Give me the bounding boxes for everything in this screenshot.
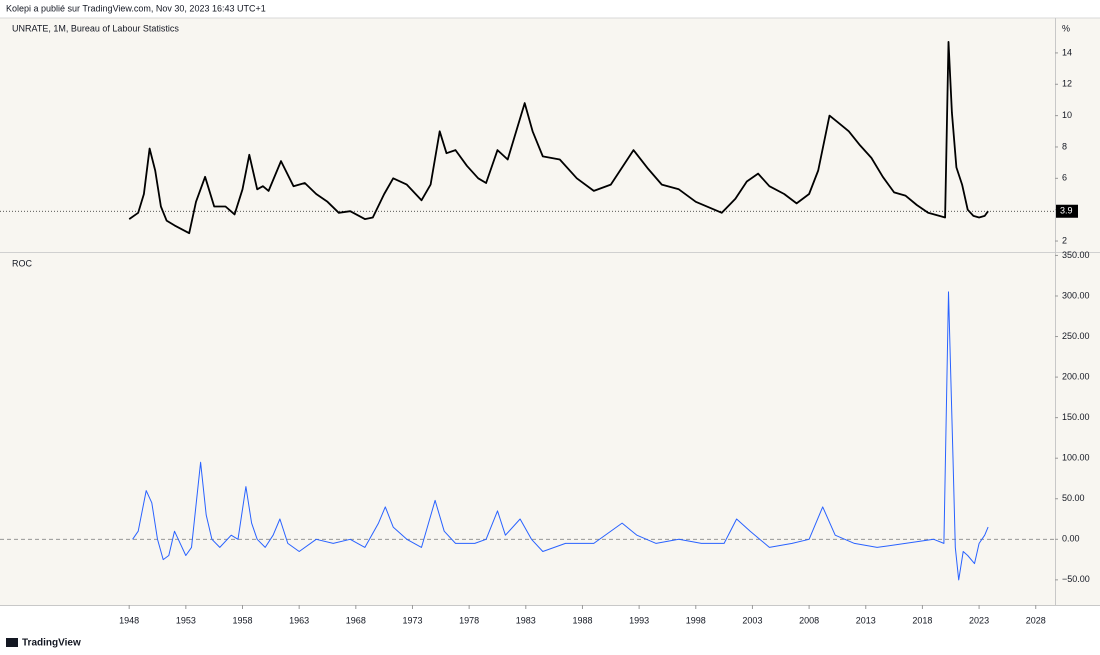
unit: %	[1062, 23, 1070, 33]
price-scale	[1055, 18, 1100, 605]
last-value-box	[1056, 204, 1078, 218]
y-tick-label: 300.00	[1062, 290, 1090, 300]
x-tick-label: 1968	[346, 615, 366, 625]
x-tick-label: 2003	[742, 615, 762, 625]
x-tick-label: 2008	[799, 615, 819, 625]
plot-area	[0, 18, 1055, 605]
x-tick-label: 2018	[912, 615, 932, 625]
y-tick-label: 350.00	[1062, 250, 1090, 260]
y-tick-label: 250.00	[1062, 331, 1090, 341]
x-tick-label: 1988	[572, 615, 592, 625]
x-tick-label: 1998	[686, 615, 706, 625]
x-tick-label: 1948	[119, 615, 139, 625]
x-tick-label: 1958	[232, 615, 252, 625]
last-value-label: 3.9	[1060, 206, 1073, 216]
logo	[6, 638, 18, 647]
x-tick-label: 1983	[516, 615, 536, 625]
y-tick-label: 14	[1062, 47, 1072, 57]
y-tick-label: 10	[1062, 110, 1072, 120]
y-tick-label: 150.00	[1062, 412, 1090, 422]
x-tick-label: 1963	[289, 615, 309, 625]
brand: TradingView	[22, 638, 81, 649]
indicator-title: ROC	[12, 258, 33, 268]
x-tick-label: 1978	[459, 615, 479, 625]
publisher: Kolepi a publié sur TradingView.com, Nov…	[6, 3, 266, 13]
data-line	[128, 41, 989, 235]
y-tick-label: 8	[1062, 141, 1067, 151]
y-tick-label: 100.00	[1062, 453, 1090, 463]
x-tick-label: 2013	[856, 615, 876, 625]
y-tick-label: 6	[1062, 173, 1067, 183]
series-title: UNRATE, 1M, Bureau of Labour Statistics	[12, 23, 179, 33]
x-tick-label: 1993	[629, 615, 649, 625]
layer: 24681012143.9−50.000.0050.00100.00150.00…	[0, 41, 1090, 625]
y-tick-label: 2	[1062, 235, 1067, 245]
x-tick-label: 2028	[1026, 615, 1046, 625]
y-tick-label: 50.00	[1062, 493, 1085, 503]
x-tick-label: 2023	[969, 615, 989, 625]
y-tick-label: 0.00	[1062, 534, 1080, 544]
x-tick-label: 1973	[402, 615, 422, 625]
y-tick-label: −50.00	[1062, 574, 1090, 584]
y-tick-label: 12	[1062, 79, 1072, 89]
x-tick-label: 1953	[176, 615, 196, 625]
y-tick-label: 200.00	[1062, 371, 1090, 381]
data-line	[132, 291, 989, 581]
